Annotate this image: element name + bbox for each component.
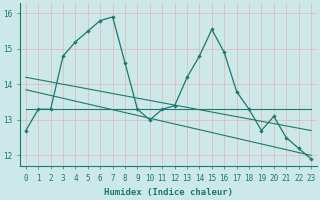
- X-axis label: Humidex (Indice chaleur): Humidex (Indice chaleur): [104, 188, 233, 197]
